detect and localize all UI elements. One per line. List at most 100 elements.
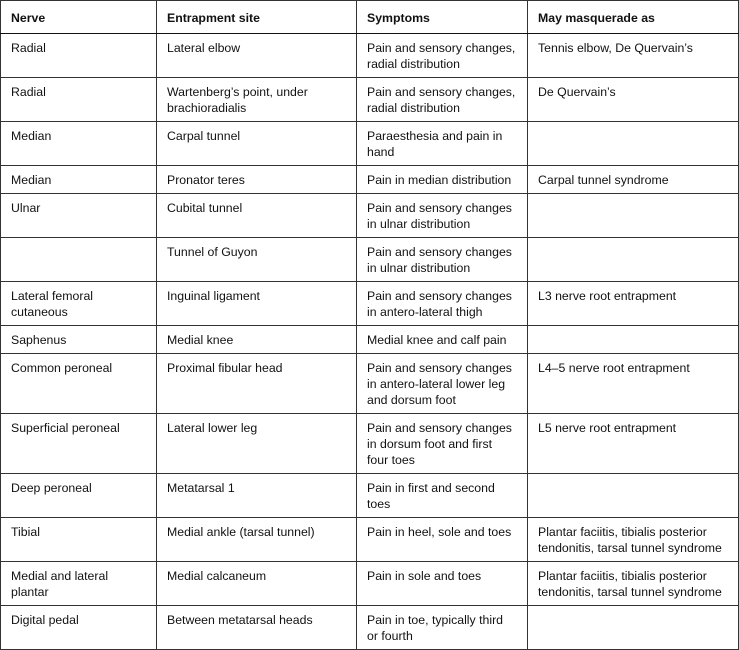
table-cell: Plantar faciitis, tibialis posterior tend…: [527, 561, 739, 606]
cell-line: Pain in sole and toes: [367, 569, 482, 583]
table-cell: Pain and sensory changes in antero-latera…: [356, 281, 528, 326]
table-cell: L4–5 nerve root entrapment: [527, 353, 739, 414]
cell-line: Medial calcaneum: [167, 569, 267, 583]
table-cell: Superficial peroneal: [0, 413, 157, 474]
cell-line: Superficial peroneal: [11, 421, 120, 435]
cell-line: Pain and sensory changes: [367, 245, 512, 259]
table-cell: Between metatarsal heads: [156, 605, 357, 650]
table-cell: [527, 121, 739, 166]
cell-line: Pain and sensory changes,: [367, 85, 516, 99]
table-row: Medial and lateral plantar Medial calcaneu…: [0, 561, 739, 606]
cell-line: radial distribution: [367, 101, 460, 115]
cell-line: Wartenberg’s point, under: [167, 85, 308, 99]
header-cell: May masquerade as: [527, 0, 739, 34]
table-cell: Inguinal ligament: [156, 281, 357, 326]
table-row: Lateral femoral cutaneous Inguinal ligamen…: [0, 281, 739, 326]
cell-line: Median: [11, 129, 52, 143]
table-cell: Lateral lower leg: [156, 413, 357, 474]
cell-line: Pain in median distribution: [367, 173, 512, 187]
cell-line: Lateral femoral: [11, 289, 94, 303]
table-cell: Ulnar: [0, 193, 157, 238]
cell-line: brachioradialis: [167, 101, 247, 115]
cell-line: Radial: [11, 85, 46, 99]
table-cell: L3 nerve root entrapment: [527, 281, 739, 326]
cell-line: Tunnel of Guyon: [167, 245, 258, 259]
table-row: Median Carpal tunnel Paraesthesia and pain…: [0, 121, 739, 166]
cell-line: Pain and sensory changes: [367, 421, 512, 435]
table-cell: Carpal tunnel: [156, 121, 357, 166]
header-cell: Entrapment site: [156, 0, 357, 34]
table-cell: [527, 237, 739, 282]
cell-line: Metatarsal 1: [167, 481, 235, 495]
cell-line: L4–5 nerve root entrapment: [538, 361, 690, 375]
cell-line: in antero-lateral lower leg: [367, 377, 506, 391]
table-cell: Medial knee and calf pain: [356, 325, 528, 354]
table-cell: [527, 325, 739, 354]
table-cell: Pain in sole and toes: [356, 561, 528, 606]
table-cell: Medial ankle (tarsal tunnel): [156, 517, 357, 562]
cell-line: tendonitis, tarsal tunnel syndrome: [538, 541, 722, 555]
cell-line: Pain and sensory changes: [367, 361, 512, 375]
table-cell: Tennis elbow, De Quervain’s: [527, 33, 739, 78]
cell-line: L5 nerve root entrapment: [538, 421, 677, 435]
cell-line: plantar: [11, 585, 49, 599]
cell-line: cutaneous: [11, 305, 68, 319]
table-cell: [527, 473, 739, 518]
table-row: Tunnel of Guyon Pain and sensory changes i…: [0, 237, 739, 282]
table-row: Ulnar Cubital tunnel Pain and sensory chan…: [0, 193, 739, 238]
cell-line: De Quervain’s: [538, 85, 616, 99]
cell-line: in ulnar distribution: [367, 261, 471, 275]
cell-line: Inguinal ligament: [167, 289, 260, 303]
table-row: Radial Wartenberg’s point, under brachiora…: [0, 77, 739, 122]
cell-line: Pain and sensory changes: [367, 289, 512, 303]
cell-line: Deep peroneal: [11, 481, 92, 495]
cell-line: Ulnar: [11, 201, 41, 215]
table-cell: Pain and sensory changes in ulnar distrib…: [356, 237, 528, 282]
cell-line: Tibial: [11, 525, 40, 539]
table-cell: Tunnel of Guyon: [156, 237, 357, 282]
cell-line: Tennis elbow, De Quervain’s: [538, 41, 693, 55]
cell-line: in antero-lateral thigh: [367, 305, 483, 319]
cell-line: Carpal tunnel: [167, 129, 241, 143]
cell-line: Medial ankle (tarsal tunnel): [167, 525, 315, 539]
cell-line: in dorsum foot and first: [367, 437, 493, 451]
table-cell: Common peroneal: [0, 353, 157, 414]
table-cell: Lateral femoral cutaneous: [0, 281, 157, 326]
cell-line: Saphenus: [11, 333, 67, 347]
table-row: Tibial Medial ankle (tarsal tunnel) Pain i…: [0, 517, 739, 562]
table-cell: [527, 605, 739, 650]
table-cell: Medial calcaneum: [156, 561, 357, 606]
table-cell: Median: [0, 121, 157, 166]
table-cell: Saphenus: [0, 325, 157, 354]
cell-line: in ulnar distribution: [367, 217, 471, 231]
table-cell: Pain and sensory changes in dorsum foot a…: [356, 413, 528, 474]
table-cell: Lateral elbow: [156, 33, 357, 78]
table-cell: Pain and sensory changes, radial distribu…: [356, 77, 528, 122]
table-cell: Wartenberg’s point, under brachioradialis: [156, 77, 357, 122]
table-cell: Medial and lateral plantar: [0, 561, 157, 606]
cell-line: Lateral lower leg: [167, 421, 258, 435]
cell-line: radial distribution: [367, 57, 460, 71]
cell-line: Pain in heel, sole and toes: [367, 525, 512, 539]
table-cell: Medial knee: [156, 325, 357, 354]
table-body: Radial Lateral elbow Pain and sensory chan…: [0, 33, 739, 650]
cell-line: Common peroneal: [11, 361, 113, 375]
cell-line: Pain in first and second: [367, 481, 495, 495]
table-row: Saphenus Medial knee Medial knee and calf …: [0, 325, 739, 354]
cell-line: Between metatarsal heads: [167, 613, 313, 627]
cell-line: four toes: [367, 453, 415, 467]
table-cell: Pain and sensory changes in antero-latera…: [356, 353, 528, 414]
cell-line: Median: [11, 173, 52, 187]
cell-line: Pronator teres: [167, 173, 245, 187]
table-cell: Cubital tunnel: [156, 193, 357, 238]
table-cell: Pain and sensory changes, radial distribu…: [356, 33, 528, 78]
table-cell: Metatarsal 1: [156, 473, 357, 518]
table-cell: Median: [0, 165, 157, 194]
table-row: Common peroneal Proximal fibular head Pain…: [0, 353, 739, 414]
cell-line: Pain and sensory changes,: [367, 41, 516, 55]
cell-line: L3 nerve root entrapment: [538, 289, 677, 303]
cell-line: Paraesthesia and pain in: [367, 129, 503, 143]
header-row: Nerve Entrapment site Symptoms May masquera…: [0, 0, 739, 34]
